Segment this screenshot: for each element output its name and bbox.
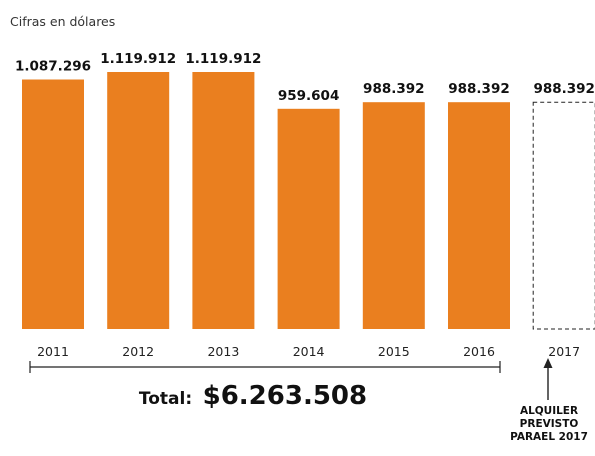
total-text: Total: $6.263.508 <box>139 381 367 411</box>
data-label: 1.087.296 <box>15 59 91 75</box>
bar <box>192 72 255 329</box>
bars-group <box>22 72 595 330</box>
note-line: ALQUILER <box>520 405 578 417</box>
data-label: 988.392 <box>448 81 510 97</box>
note-line: PREVISTO <box>520 418 579 430</box>
x-tick-label: 2013 <box>207 344 239 359</box>
bar <box>107 72 170 329</box>
bar-projected <box>532 101 595 330</box>
data-label: 1.119.912 <box>100 51 176 67</box>
bar <box>277 108 340 329</box>
total-bracket <box>29 361 501 373</box>
projection-arrow <box>543 358 553 400</box>
total-value: $6.263.508 <box>203 381 367 411</box>
x-tick-label: 2014 <box>293 344 325 359</box>
x-tick-label: 2017 <box>548 344 580 359</box>
x-tick-label: 2015 <box>378 344 410 359</box>
data-label: 988.392 <box>533 81 595 97</box>
x-tick-label: 2011 <box>37 344 69 359</box>
bar <box>362 102 425 329</box>
x-tick-label: 2012 <box>122 344 154 359</box>
bar <box>448 102 510 329</box>
data-label: 1.119.912 <box>185 51 261 67</box>
bar <box>22 79 84 329</box>
x-tick-label: 2016 <box>463 344 495 359</box>
note-line: PARAEL 2017 <box>510 431 588 443</box>
value-labels-group: 1.087.296 1.119.912 1.119.912 959.604 988.39… <box>15 51 595 104</box>
data-label: 988.392 <box>363 81 425 97</box>
total-label: Total: <box>139 389 192 409</box>
chart-subtitle: Cifras en dólares <box>10 14 115 29</box>
tick-labels-group: 2011 2012 2013 2014 2015 2016 2017 <box>37 344 580 359</box>
data-label: 959.604 <box>278 88 340 104</box>
